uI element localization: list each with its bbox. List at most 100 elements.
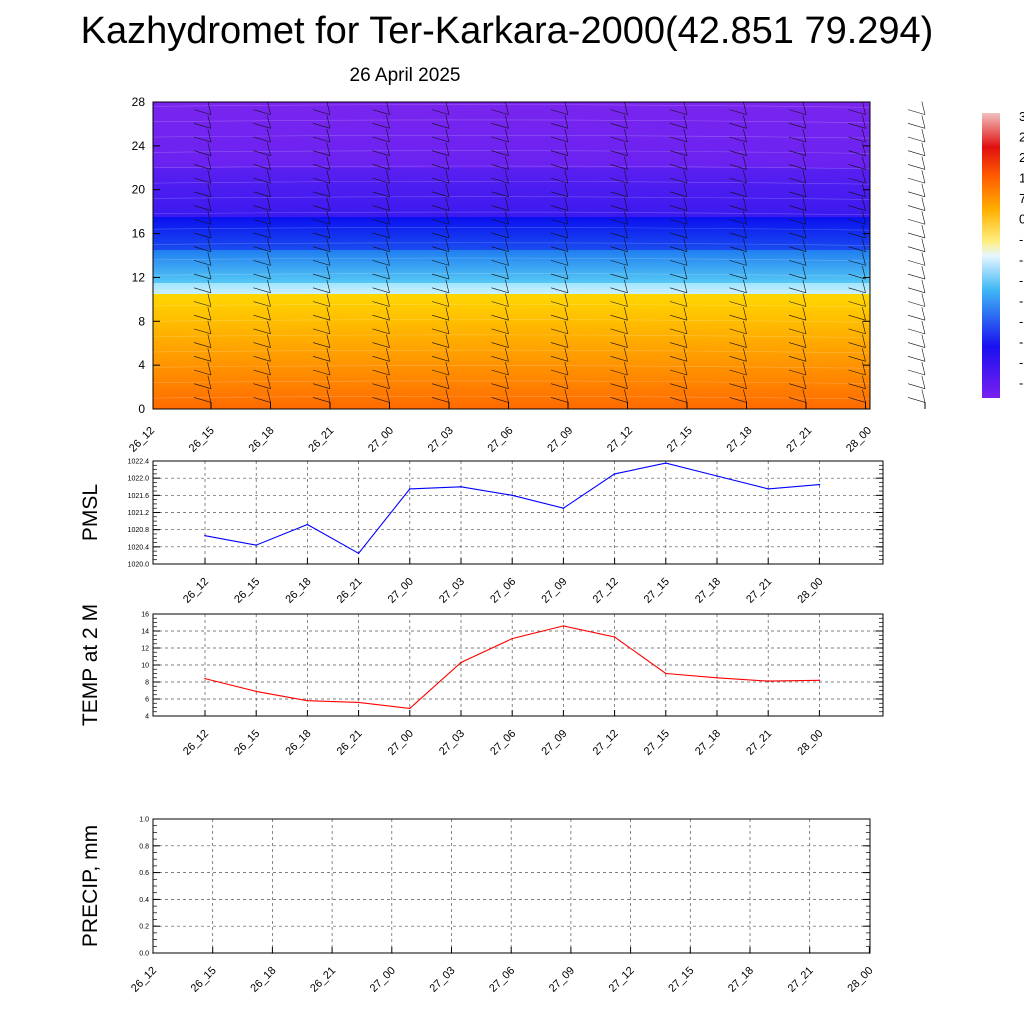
temp-data-point	[306, 699, 309, 702]
wind-barb-flag	[729, 136, 747, 143]
wind-barb-flag	[788, 246, 807, 252]
colorbar-label: 1	[1019, 171, 1024, 186]
wind-barb-shaft	[267, 238, 271, 252]
wind-barb-flag	[610, 328, 628, 335]
wind-barb-flag	[610, 397, 628, 403]
colorbar-label: 0	[1019, 212, 1024, 227]
wind-barb-shaft	[802, 252, 807, 266]
temp-y-tick-label: 16	[141, 612, 149, 619]
wind-barb-flag	[550, 328, 569, 335]
wind-barb-flag	[848, 328, 866, 335]
wind-barb-flag	[372, 260, 390, 266]
heat-x-tick-label: 26_21	[306, 425, 336, 455]
cross-section-chart: 0 4 8 12 16 20 24 28 26_12 26_15 26_18 26_21 27_00 27…	[127, 95, 926, 455]
wind-barb-flag	[610, 260, 628, 266]
wind-barb-shaft	[505, 156, 509, 170]
wind-barb-shaft	[326, 361, 331, 376]
wind-barb-flag	[788, 356, 807, 362]
wind-barb-shaft	[445, 320, 450, 334]
wind-barb-shaft	[326, 334, 331, 348]
wind-barb-flag	[491, 136, 509, 143]
wind-barb-flag	[788, 218, 807, 225]
wind-barb-flag	[193, 136, 212, 143]
wind-barb-shaft	[267, 279, 271, 293]
wind-barb-shaft	[386, 375, 390, 389]
page-title: Kazhydromet for Ter-Karkara-2000(42.851 …	[80, 10, 934, 52]
heat-x-tick-label: 27_12	[605, 425, 635, 455]
wind-barb-flag	[669, 287, 688, 294]
wind-barb-shaft	[267, 101, 271, 115]
wind-barb-flag	[193, 342, 212, 348]
wind-barb-flag	[193, 164, 212, 170]
contour-line	[152, 196, 871, 200]
wind-barb-flag	[610, 232, 628, 239]
wind-barb-flag	[550, 136, 569, 143]
wind-barb-shaft	[326, 156, 331, 170]
wind-barb-shaft	[386, 348, 390, 362]
wind-barb-flag	[848, 164, 866, 170]
wind-barb-flag	[372, 191, 390, 198]
wind-barb-shaft	[326, 128, 331, 143]
wind-barb-flag	[610, 123, 628, 129]
wind-barb-shaft	[386, 211, 390, 225]
wind-barb-shaft	[624, 375, 628, 389]
wind-barb-flag	[193, 177, 212, 184]
wind-barb-flag	[907, 273, 926, 280]
wind-barb-shaft	[267, 128, 271, 143]
wind-barb-shaft	[564, 279, 569, 293]
wind-barb-flag	[491, 301, 509, 307]
field-fill	[153, 102, 870, 409]
wind-barb-shaft	[683, 361, 688, 376]
pmsl-y-tick-label: 1020.0	[128, 562, 150, 569]
precip-frame	[152, 818, 871, 954]
wind-barb-flag	[253, 177, 271, 184]
wind-barb-shaft	[802, 128, 807, 143]
colorbar-label: -	[1019, 376, 1023, 391]
wind-barb-flag	[253, 109, 271, 115]
wind-barb-flag	[848, 342, 866, 348]
wind-barb-shaft	[624, 224, 628, 239]
wind-barb-flag	[729, 177, 747, 184]
wind-barb-flag	[312, 342, 331, 348]
wind-barb-flag	[312, 164, 331, 170]
wind-barb-shaft	[386, 293, 390, 307]
heat-y-tick-label: 8	[138, 314, 145, 328]
wind-barb-shaft	[743, 156, 747, 170]
wind-barb-flag	[491, 383, 509, 390]
wind-barb-flag	[788, 177, 807, 184]
wind-barb-shaft	[207, 156, 212, 170]
wind-barb-flag	[491, 369, 509, 376]
wind-barb-flag	[431, 383, 450, 390]
wind-barb-flag	[669, 218, 688, 225]
wind-barb-shaft	[326, 307, 331, 321]
precip-y-axis-label: PRECIP, mm	[79, 825, 102, 947]
wind-barb-shaft	[564, 101, 569, 115]
wind-barb-shaft	[683, 183, 688, 197]
wind-barb-flag	[550, 301, 569, 307]
pmsl-x-tick-label: 27_03	[437, 576, 467, 606]
wind-barb-flag	[729, 205, 747, 211]
wind-barb-shaft	[802, 115, 807, 129]
wind-barb-flag	[491, 150, 509, 157]
contour-line	[152, 303, 871, 308]
wind-barb-shaft	[921, 224, 926, 239]
wind-barb-flag	[312, 246, 331, 252]
wind-barb-shaft	[921, 142, 926, 156]
wind-barb-shaft	[921, 293, 926, 307]
wind-barb-shaft	[386, 279, 390, 293]
pmsl-x-tick-label: 27_06	[488, 576, 518, 606]
wind-barb-flag	[312, 301, 331, 307]
wind-barb-flag	[669, 356, 688, 362]
wind-barb-flag	[848, 273, 866, 280]
wind-barb-flag	[372, 342, 390, 348]
wind-barb-flag	[669, 260, 688, 266]
wind-barb-shaft	[683, 156, 688, 170]
temp-x-tick-label: 27_12	[591, 728, 621, 758]
contour-line	[152, 349, 871, 354]
wind-barb-shaft	[445, 375, 450, 389]
wind-barb-flag	[312, 260, 331, 266]
wind-barb-shaft	[445, 142, 450, 156]
wind-barb-flag	[550, 246, 569, 252]
wind-barb-flag	[610, 273, 628, 280]
precip-y-tick-label: 0.8	[139, 843, 149, 850]
